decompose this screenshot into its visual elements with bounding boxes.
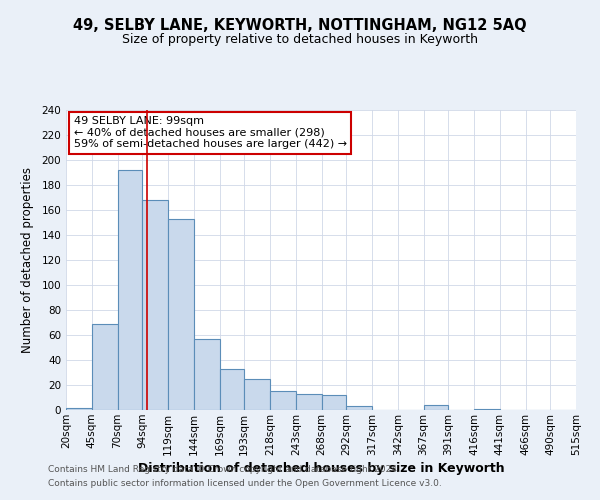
Bar (194, 339, 220, 410)
Bar (66, 408, 92, 410)
Bar (346, 406, 372, 410)
Bar (142, 200, 168, 410)
Text: 49 SELBY LANE: 99sqm
← 40% of detached houses are smaller (298)
59% of semi-deta: 49 SELBY LANE: 99sqm ← 40% of detached h… (74, 116, 347, 149)
Bar (296, 394, 322, 410)
X-axis label: Distribution of detached houses by size in Keyworth: Distribution of detached houses by size … (137, 462, 505, 475)
Bar (244, 379, 270, 410)
Text: 49, SELBY LANE, KEYWORTH, NOTTINGHAM, NG12 5AQ: 49, SELBY LANE, KEYWORTH, NOTTINGHAM, NG… (73, 18, 527, 32)
Bar (474, 409, 500, 410)
Bar (270, 391, 296, 410)
Bar (220, 369, 244, 410)
Bar (168, 219, 194, 410)
Bar (118, 170, 142, 410)
Text: Size of property relative to detached houses in Keyworth: Size of property relative to detached ho… (122, 32, 478, 46)
Bar (424, 405, 448, 410)
Bar (322, 395, 346, 410)
Text: Contains HM Land Registry data © Crown copyright and database right 2024.: Contains HM Land Registry data © Crown c… (48, 466, 400, 474)
Bar (92, 324, 118, 410)
Text: Contains public sector information licensed under the Open Government Licence v3: Contains public sector information licen… (48, 479, 442, 488)
Y-axis label: Number of detached properties: Number of detached properties (22, 167, 34, 353)
